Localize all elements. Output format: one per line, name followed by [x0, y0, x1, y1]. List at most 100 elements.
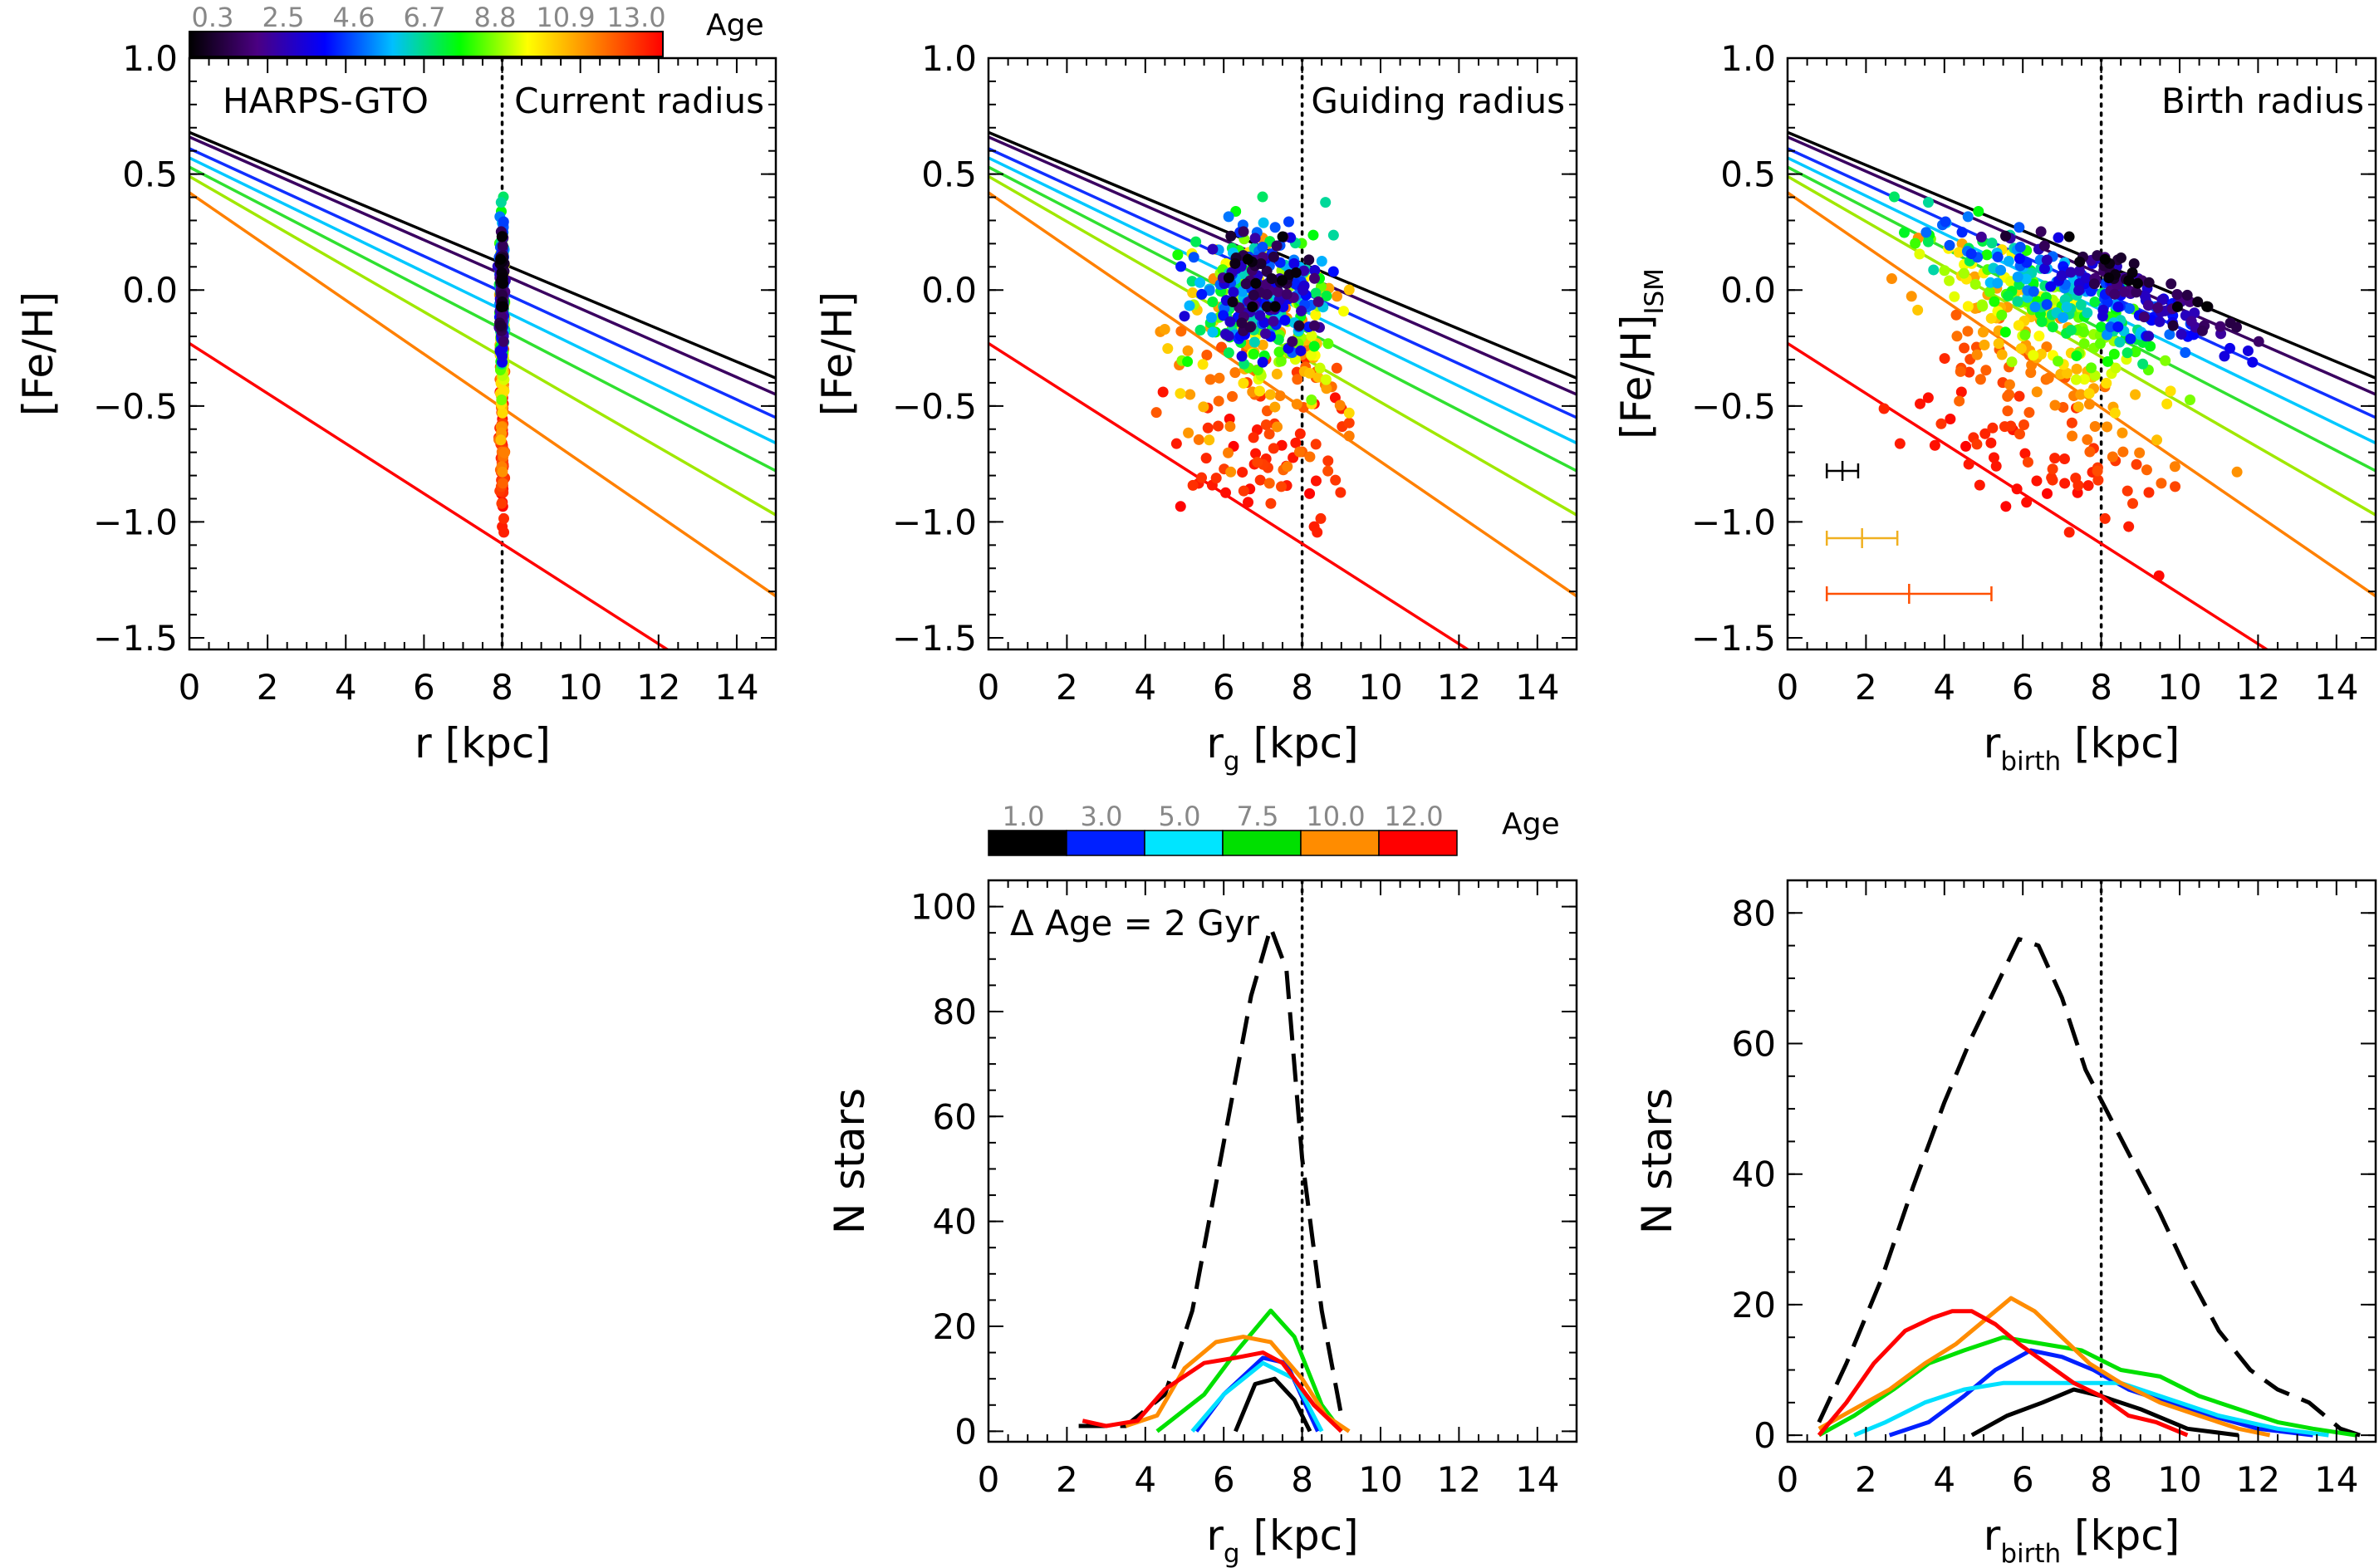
star-point — [2154, 316, 2166, 327]
star-point — [1310, 439, 1322, 450]
star-point — [1247, 301, 1258, 312]
star-point — [2103, 272, 2115, 284]
star-point — [2028, 350, 2039, 361]
x-tick-label: 12 — [1437, 1459, 1481, 1500]
plot-area — [1788, 58, 2376, 649]
star-point — [1271, 368, 1283, 380]
star-point — [2082, 434, 2093, 445]
abundance-gradient-line — [189, 174, 776, 517]
x-tick-label: 8 — [2090, 667, 2112, 708]
colorbar-tick-label: 0.3 — [192, 2, 234, 33]
star-point — [2065, 267, 2077, 278]
y-tick-label: −1.5 — [892, 618, 977, 659]
star-point — [1920, 227, 1932, 238]
star-point — [497, 478, 508, 489]
star-point — [1206, 311, 1218, 323]
star-point — [2247, 356, 2259, 368]
star-point — [1227, 390, 1239, 402]
star-point — [2081, 272, 2092, 284]
star-point — [1223, 447, 1234, 458]
star-point — [2171, 301, 2183, 312]
label-part: [kpc] — [1240, 1512, 1359, 1560]
star-point — [2021, 497, 2033, 508]
y-tick-label: 100 — [910, 887, 977, 928]
star-point — [2014, 222, 2025, 233]
star-point — [1290, 437, 1302, 448]
panel-label-right: Birth radius — [2161, 81, 2364, 121]
star-point — [2015, 343, 2027, 355]
star-point — [1980, 365, 1992, 376]
star-point — [1290, 267, 1302, 278]
star-point — [1953, 247, 1965, 258]
star-point — [1271, 240, 1283, 252]
star-point — [2031, 386, 2043, 398]
star-point — [1175, 501, 1186, 512]
star-point — [1248, 336, 1260, 348]
star-point — [2078, 374, 2090, 385]
star-point — [495, 197, 507, 208]
plot-frame — [1786, 56, 2377, 651]
star-point — [2143, 277, 2155, 288]
star-point — [2003, 255, 2014, 267]
x-tick-label: 12 — [2236, 667, 2280, 708]
star-point — [2018, 419, 2029, 431]
plot-area — [988, 58, 1577, 649]
star-point — [1157, 386, 1169, 398]
y-tick-label: 0.0 — [1720, 270, 1776, 311]
star-point — [2124, 302, 2136, 314]
y-tick-label: 40 — [1732, 1154, 1776, 1195]
star-point — [1878, 403, 1890, 414]
colorbar-tick-label: 6.7 — [404, 2, 446, 33]
star-point — [2036, 316, 2048, 327]
star-point — [1172, 249, 1184, 261]
star-point — [2022, 456, 2033, 468]
x-tick-label: 14 — [2314, 667, 2358, 708]
star-point — [1297, 285, 1309, 296]
panel-label-right: Current radius — [514, 81, 764, 121]
panel5: 0 2 4 6 8 10 12 14 0 20 40 60 80 rbirth [kpc] N stars — [1633, 879, 2377, 1568]
histogram-line — [1817, 1296, 2271, 1438]
star-point — [2082, 480, 2094, 492]
star-point — [498, 527, 510, 538]
star-point — [2112, 301, 2124, 313]
star-point — [1150, 407, 1162, 419]
star-point — [2102, 355, 2113, 367]
x-tick-label: 8 — [1291, 1459, 1313, 1500]
x-axis-title: rbirth [kpc] — [1984, 719, 2180, 777]
star-point — [1237, 467, 1248, 478]
star-point — [2137, 358, 2149, 370]
star-point — [1257, 339, 1268, 350]
star-point — [1910, 238, 1921, 249]
label-part: r — [1984, 1512, 2001, 1560]
star-point — [1175, 326, 1187, 337]
star-point — [1207, 296, 1219, 307]
star-point — [1996, 349, 2008, 360]
star-point — [2047, 321, 2058, 333]
star-point — [1228, 287, 1239, 298]
label-part: N stars — [826, 1088, 874, 1234]
abundance-gradient-line — [189, 341, 670, 649]
abundance-gradient-line — [189, 156, 776, 445]
x-tick-label: 4 — [1134, 667, 1156, 708]
star-point — [1988, 452, 1999, 463]
star-point — [2181, 289, 2193, 301]
star-point — [1888, 191, 1900, 203]
panel-label-right: Guiding radius — [1311, 81, 1565, 121]
star-point — [2035, 226, 2047, 238]
star-point — [2029, 301, 2041, 313]
star-point — [2092, 474, 2104, 486]
star-point — [1257, 242, 1268, 253]
star-point — [1304, 488, 1316, 499]
star-point — [2047, 463, 2058, 475]
x-tick-label: 14 — [1515, 667, 1559, 708]
star-point — [1950, 309, 1962, 321]
star-point — [1269, 301, 1281, 312]
star-point — [1255, 258, 1267, 270]
plot-frame — [188, 56, 777, 651]
star-point — [1962, 326, 1974, 337]
star-point — [1310, 309, 1322, 321]
star-point — [1254, 310, 1266, 321]
star-point — [1276, 275, 1288, 287]
star-point — [2138, 311, 2150, 323]
colorbar-title: Age — [706, 8, 764, 42]
